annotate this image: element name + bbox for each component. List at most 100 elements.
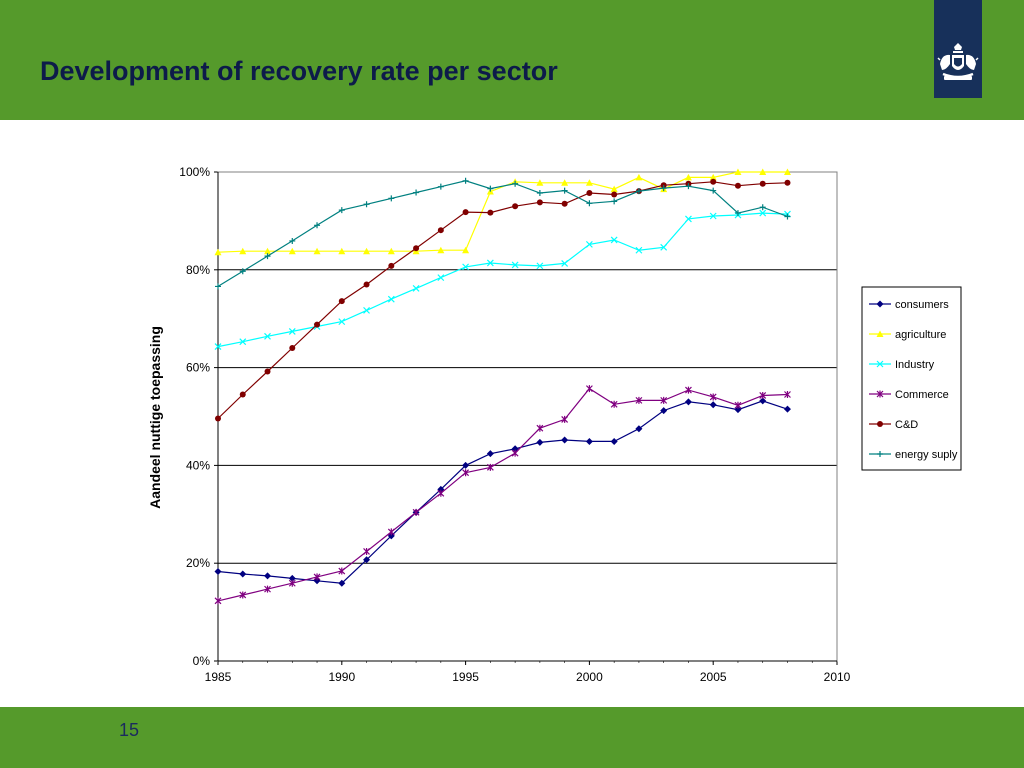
series-line-agriculture [217,171,788,253]
legend-marker [876,330,884,337]
legend-label: Industry [895,359,935,371]
data-point-industry [214,343,222,350]
series-line-energy-suply [217,180,788,287]
slide-title: Development of recovery rate per sector [40,56,558,86]
data-point-commerce [264,585,271,593]
data-point-energy-suply [487,185,494,192]
data-point-c-d [363,281,370,288]
data-point-c-d [512,203,519,210]
data-point-c-d [314,321,321,328]
data-point-c-d [710,178,717,185]
series-line-consumers [217,400,788,584]
data-point-energy-suply [363,201,370,208]
y-tick-label: 60% [186,361,210,375]
data-point-industry [709,212,717,220]
legend-box [861,286,962,471]
data-point-agriculture [387,247,395,255]
x-tick-label: 1985 [205,670,232,684]
data-point-consumers [610,437,618,445]
data-point-industry [635,246,643,254]
series-line-industry [217,212,788,348]
data-point-c-d [338,298,345,305]
data-point-c-d [611,191,618,198]
data-point-industry [387,295,395,303]
data-point-agriculture [783,168,791,175]
data-point-commerce [734,401,742,409]
data-point-commerce [660,396,668,404]
data-point-agriculture [214,248,222,256]
data-point-commerce [635,396,643,404]
data-point-consumers [214,568,222,576]
data-point-energy-suply [264,253,271,260]
data-point-energy-suply [759,204,766,211]
data-point-consumers [313,577,321,585]
data-point-c-d [487,209,494,216]
data-point-commerce [511,449,519,457]
data-point-energy-suply [512,180,519,187]
data-point-c-d [734,182,741,189]
data-point-commerce [561,415,569,423]
data-point-agriculture [239,247,247,255]
data-point-industry [239,338,247,346]
data-point-commerce [709,393,717,401]
data-point-commerce [288,579,296,587]
data-point-agriculture [264,247,272,255]
data-point-energy-suply [710,187,717,194]
data-point-commerce [486,463,494,471]
x-tick-label: 2000 [576,670,603,684]
y-tick-label: 80% [186,263,210,277]
legend-marker [876,390,884,398]
data-point-consumers [363,556,371,564]
data-point-commerce [239,591,247,599]
data-point-c-d [437,227,444,234]
data-point-consumers [635,425,643,433]
data-point-consumers [660,407,668,415]
data-point-c-d [388,262,395,269]
data-point-agriculture [561,179,569,186]
data-point-commerce [784,390,791,398]
data-point-consumers [536,438,544,446]
data-point-energy-suply [611,198,618,205]
data-point-energy-suply [536,190,543,197]
x-tick-label: 2005 [700,670,727,684]
legend-label: Commerce [895,389,949,401]
data-point-consumers [338,579,346,587]
legend-marker [876,300,884,308]
data-point-industry [536,262,544,270]
data-point-commerce [412,508,420,516]
recovery-rate-chart: 0% 20% 40% 60% 80% 100% 1985 1990 1995 2000 2005 20… [147,165,962,684]
data-point-consumers [734,406,742,414]
data-point-agriculture [288,247,296,255]
data-point-c-d [215,415,221,422]
legend-marker [876,360,884,368]
data-point-agriculture [462,246,470,254]
data-point-energy-suply [561,187,568,194]
data-point-industry [660,243,668,251]
data-point-industry [437,274,445,282]
legend-label: C&D [895,419,918,431]
legend-marker [877,451,883,457]
data-point-commerce [536,424,544,432]
y-tick-label: 40% [186,458,210,472]
data-point-energy-suply [586,200,593,207]
data-point-agriculture [734,168,742,175]
data-point-energy-suply [215,283,221,290]
data-point-consumers [709,401,717,409]
data-point-commerce [685,386,692,394]
data-point-industry [585,240,593,248]
data-point-energy-suply [289,237,296,244]
legend-marker [877,421,883,427]
data-point-industry [685,215,692,223]
data-point-energy-suply [784,213,791,220]
data-point-agriculture [585,179,593,186]
data-point-c-d [784,179,791,186]
legend-label: consumers [895,299,949,311]
data-point-energy-suply [413,189,420,196]
y-tick-label: 100% [179,165,210,179]
data-point-industry [338,318,346,326]
data-point-c-d [759,180,766,187]
footer-bar [0,707,1024,768]
data-point-consumers [511,445,519,453]
series-line-c-d [217,181,788,419]
data-point-c-d [561,200,568,207]
